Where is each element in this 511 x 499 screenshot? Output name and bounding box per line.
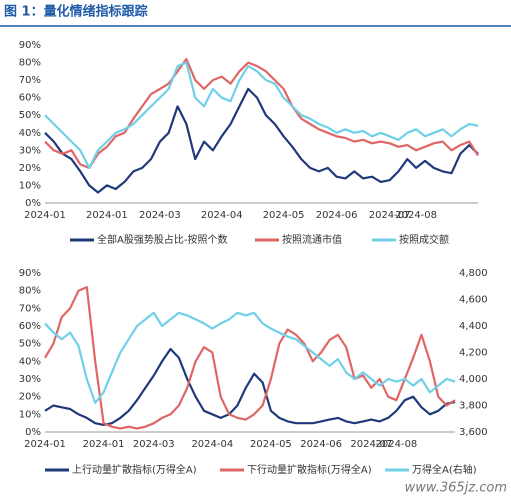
legend-label: 全部A股强势股占比-按照个数 bbox=[97, 233, 227, 246]
y-tick-label: 70% bbox=[19, 75, 41, 86]
y-tick-label: 10% bbox=[19, 409, 41, 420]
x-tick-label: 2024-07 bbox=[369, 210, 411, 221]
x-tick-label: 2024-01 bbox=[24, 210, 66, 221]
series-line bbox=[44, 61, 479, 169]
x-tick-label: 2024-04 bbox=[201, 210, 243, 221]
series-line bbox=[44, 311, 456, 404]
legend-label: 下行动量扩散指标(万得全A) bbox=[247, 463, 372, 476]
y-tick-label: 60% bbox=[19, 321, 41, 332]
y-tick-label: 80% bbox=[19, 58, 41, 69]
y-tick-label: 20% bbox=[19, 163, 41, 174]
x-tick-label: 2024-06 bbox=[316, 210, 358, 221]
x-tick-label: 2024-07 bbox=[350, 439, 392, 450]
x-tick-label: 2024-01 bbox=[83, 439, 125, 450]
y-tick-label: 30% bbox=[19, 374, 41, 385]
series-line bbox=[44, 286, 456, 430]
y2-tick-label: 4,400 bbox=[459, 321, 488, 332]
y-tick-label: 50% bbox=[19, 339, 41, 350]
page-title: 图 1：量化情绪指标跟踪 bbox=[4, 4, 148, 20]
y-tick-label: 40% bbox=[19, 128, 41, 139]
legend-label: 万得全A(右轴) bbox=[412, 463, 477, 476]
y2-tick-label: 3,600 bbox=[459, 427, 488, 438]
watermark: www.365jz.com bbox=[405, 481, 507, 496]
x-tick-label: 2024-03 bbox=[133, 439, 175, 450]
y-tick-label: 60% bbox=[19, 93, 41, 104]
y2-tick-label: 4,800 bbox=[459, 268, 488, 279]
x-tick-label: 2024-04 bbox=[191, 439, 233, 450]
x-tick-label: 2024-05 bbox=[263, 210, 305, 221]
x-tick-label: 2024-01 bbox=[24, 439, 66, 450]
x-tick-label: 2024-08 bbox=[376, 439, 418, 450]
y2-tick-label: 4,000 bbox=[459, 374, 488, 385]
legend-label: 按照流通市值 bbox=[282, 233, 342, 246]
y-tick-label: 10% bbox=[19, 180, 41, 191]
y-tick-label: 0% bbox=[25, 198, 41, 209]
y-tick-label: 20% bbox=[19, 392, 41, 403]
y-tick-label: 80% bbox=[19, 286, 41, 297]
series-line bbox=[44, 347, 456, 426]
y-tick-label: 90% bbox=[19, 268, 41, 279]
x-tick-label: 2024-05 bbox=[250, 439, 292, 450]
series-line bbox=[44, 87, 479, 194]
y-tick-label: 90% bbox=[19, 40, 41, 51]
legend-label: 上行动量扩散指标(万得全A) bbox=[72, 463, 197, 476]
y2-tick-label: 4,200 bbox=[459, 348, 488, 359]
x-tick-label: 2024-08 bbox=[395, 210, 437, 221]
x-tick-label: 2024-06 bbox=[300, 439, 342, 450]
x-tick-label: 2024-01 bbox=[86, 210, 128, 221]
y-tick-label: 40% bbox=[19, 356, 41, 367]
legend-label: 按照成交额 bbox=[399, 233, 449, 246]
series-line bbox=[44, 57, 479, 169]
y2-tick-label: 4,600 bbox=[459, 295, 488, 306]
y-tick-label: 70% bbox=[19, 303, 41, 314]
x-tick-label: 2024-03 bbox=[139, 210, 181, 221]
y2-tick-label: 3,800 bbox=[459, 401, 488, 412]
y-tick-label: 30% bbox=[19, 145, 41, 156]
y-tick-label: 50% bbox=[19, 110, 41, 121]
y-tick-label: 0% bbox=[25, 427, 41, 438]
